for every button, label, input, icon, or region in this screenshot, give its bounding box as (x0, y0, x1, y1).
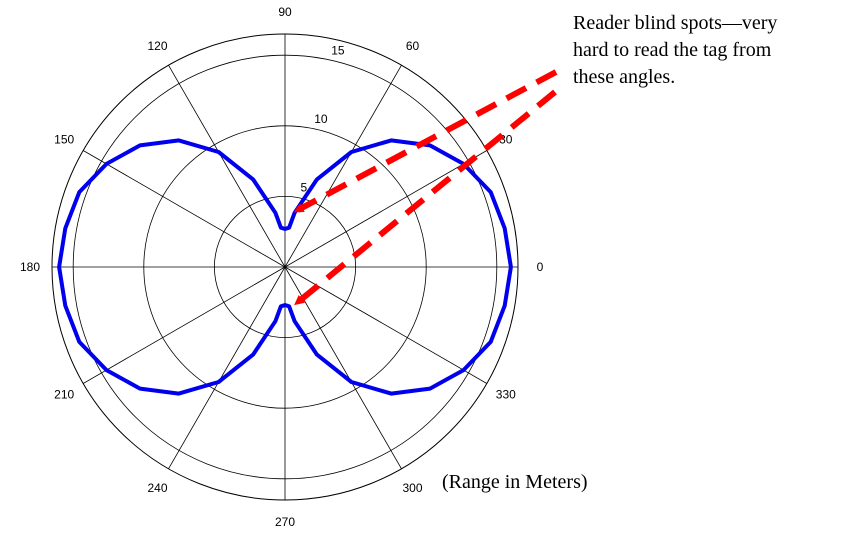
spoke-30 (284, 150, 487, 268)
annotation-line-3: these angles. (573, 66, 676, 88)
radial-tick-10: 10 (314, 112, 328, 126)
blind-spot-arrow-1 (293, 69, 558, 213)
angle-tick-60: 60 (406, 39, 420, 53)
angle-tick-0: 0 (537, 260, 544, 274)
series-lines (57, 138, 513, 396)
radial-tick-labels: 5 10 15 (300, 44, 344, 195)
angle-tick-330: 330 (496, 388, 516, 402)
angle-tick-90: 90 (278, 5, 292, 19)
series-line-0 (57, 138, 513, 396)
blind-spot-arrow-2 (294, 89, 557, 306)
angle-tick-210: 210 (54, 388, 74, 402)
spoke-150 (83, 150, 286, 268)
angle-tick-180: 180 (20, 260, 40, 274)
polar-grid (51, 33, 519, 501)
radial-tick-5: 5 (300, 181, 307, 195)
angle-tick-270: 270 (275, 515, 295, 529)
radial-tick-15: 15 (331, 44, 345, 58)
angle-tick-150: 150 (54, 133, 74, 147)
angle-tick-300: 300 (402, 481, 422, 495)
spoke-240 (168, 266, 286, 469)
angle-tick-240: 240 (147, 481, 167, 495)
spoke-210 (83, 266, 286, 384)
angle-tick-120: 120 (147, 39, 167, 53)
annotation-line-2: hard to read the tag from (573, 39, 772, 61)
spoke-60 (284, 65, 402, 268)
spoke-120 (168, 65, 286, 268)
annotation-line-1: Reader blind spots—very (573, 12, 778, 34)
blind-spot-arrows (293, 69, 558, 306)
units-label: (Range in Meters) (442, 471, 588, 493)
blind-spot-annotation: Reader blind spots—very hard to read the… (573, 10, 777, 91)
